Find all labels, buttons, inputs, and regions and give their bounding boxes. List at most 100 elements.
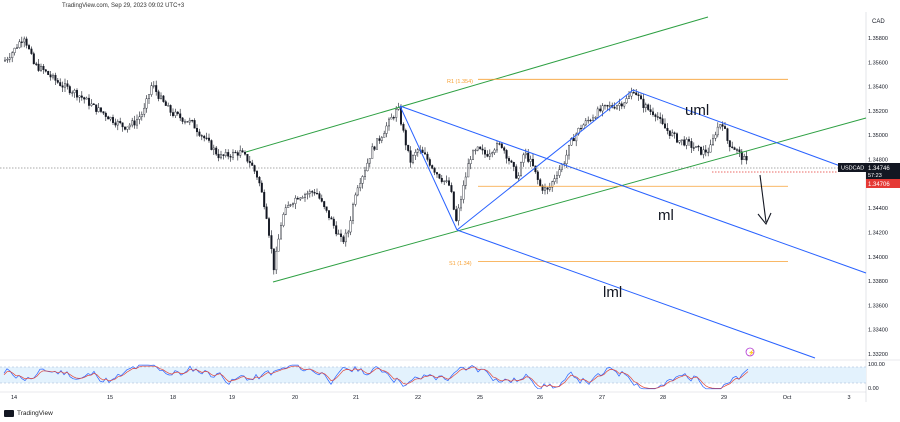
price-tag-bg xyxy=(838,163,866,172)
candle xyxy=(349,216,352,236)
price-tag-value: 1.34746 xyxy=(868,166,890,172)
candle xyxy=(102,111,105,116)
pitchfork-leg-a[interactable] xyxy=(399,105,458,231)
candle xyxy=(640,93,643,100)
candle xyxy=(512,161,515,172)
candle xyxy=(368,158,371,168)
candle xyxy=(740,149,743,165)
channel-lower-line[interactable] xyxy=(272,117,867,283)
candle xyxy=(491,151,494,158)
candle xyxy=(378,135,381,144)
candle xyxy=(457,204,460,226)
candle xyxy=(666,123,669,135)
candle xyxy=(731,141,734,149)
annotation-uml: uml xyxy=(685,102,709,119)
candle xyxy=(536,169,539,185)
pitchfork-upper-line[interactable] xyxy=(632,89,844,168)
candle xyxy=(231,149,234,161)
candle xyxy=(328,210,331,221)
candle xyxy=(380,135,383,144)
price-tick-label: 1.34200 xyxy=(868,230,888,236)
candle xyxy=(469,156,472,170)
candle xyxy=(354,192,357,207)
forecast-arrow-head xyxy=(757,212,772,226)
rsi-band xyxy=(0,367,866,383)
candle xyxy=(8,53,11,63)
price-tick-label: 1.35800 xyxy=(868,36,888,42)
candle xyxy=(181,117,184,125)
candle xyxy=(438,173,441,180)
candle xyxy=(690,138,693,154)
pitchfork-median-line[interactable] xyxy=(399,105,867,274)
candle xyxy=(292,202,295,208)
pitchfork-lower-line[interactable] xyxy=(456,229,816,359)
candle xyxy=(707,147,710,157)
candle xyxy=(20,36,23,48)
candle xyxy=(652,107,655,117)
forecast-arrow-shaft[interactable] xyxy=(759,174,767,223)
annotation-lml: lml xyxy=(603,284,622,301)
candle xyxy=(140,111,143,121)
candle xyxy=(589,118,592,123)
candle xyxy=(608,101,611,112)
overlays-group xyxy=(0,16,867,359)
candle xyxy=(143,103,146,118)
candle xyxy=(414,149,417,160)
candle xyxy=(282,212,285,228)
candle xyxy=(726,127,729,144)
candle xyxy=(409,146,412,168)
candle xyxy=(296,196,299,200)
candle xyxy=(306,190,309,200)
candle xyxy=(222,154,225,160)
candle xyxy=(126,126,129,133)
time-tick-label: Oct xyxy=(783,395,792,401)
candle xyxy=(527,149,530,164)
candle xyxy=(90,99,93,107)
candle xyxy=(258,176,261,187)
level-tag-value: 1.34706 xyxy=(868,182,890,188)
candle xyxy=(152,81,155,89)
candle xyxy=(702,145,705,159)
candle xyxy=(548,182,551,192)
candle xyxy=(493,148,496,156)
candle xyxy=(594,116,597,120)
candle xyxy=(162,94,165,103)
candle xyxy=(724,122,727,129)
candle xyxy=(582,123,585,129)
candle xyxy=(119,117,122,125)
candle xyxy=(133,115,136,129)
candle xyxy=(30,46,33,55)
candle xyxy=(500,143,503,149)
candle xyxy=(16,44,19,49)
pitchfork-leg-b[interactable] xyxy=(456,89,634,231)
alert-icon[interactable]: ⚡ xyxy=(745,347,755,357)
candle xyxy=(486,150,489,158)
time-tick-label: 25 xyxy=(477,395,483,401)
candle xyxy=(95,104,98,115)
candle xyxy=(135,114,138,129)
candle xyxy=(157,89,160,102)
candle xyxy=(210,139,213,151)
candle xyxy=(347,229,350,238)
candle xyxy=(565,149,568,168)
brand-name: TradingView xyxy=(17,410,53,417)
candle xyxy=(709,139,712,153)
price-tick-label: 1.35200 xyxy=(868,109,888,115)
candle xyxy=(450,182,453,194)
candle xyxy=(176,111,179,116)
candle xyxy=(628,90,631,99)
channel-upper-line[interactable] xyxy=(245,16,709,153)
candle xyxy=(128,122,131,130)
candle xyxy=(114,118,117,128)
candle xyxy=(443,180,446,185)
candle xyxy=(241,148,244,153)
candle xyxy=(44,68,47,73)
rsi-tick-0: 0.00 xyxy=(868,386,879,392)
time-tick-label: 20 xyxy=(292,395,298,401)
candle xyxy=(56,77,59,84)
price-tag-countdown: 57:23 xyxy=(868,173,882,179)
candle xyxy=(656,112,659,121)
candle xyxy=(311,190,314,197)
candle xyxy=(229,154,232,162)
